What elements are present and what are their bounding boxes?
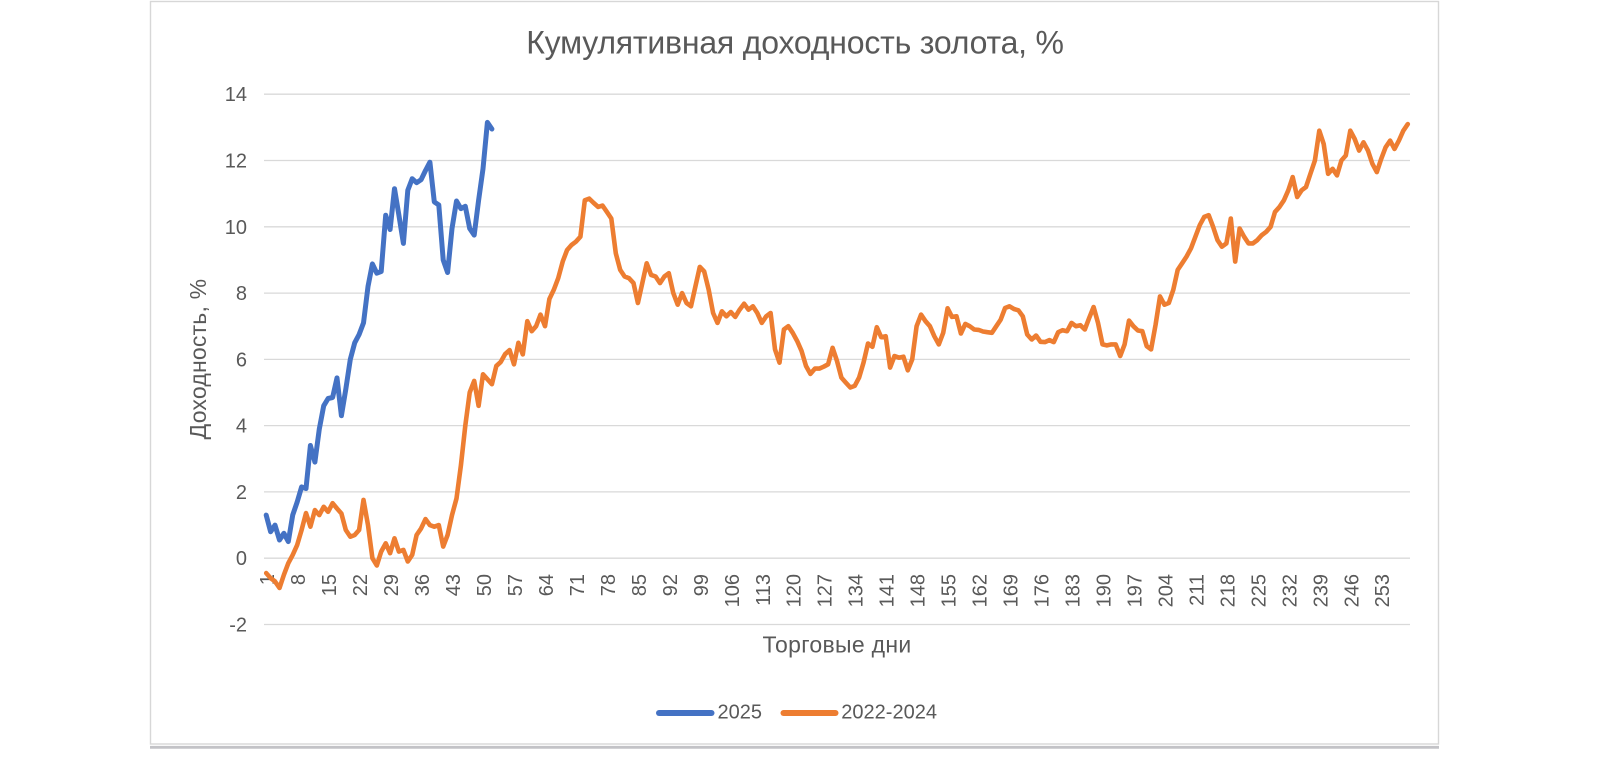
svg-text:211: 211 <box>1186 574 1208 606</box>
svg-text:134: 134 <box>846 574 868 607</box>
svg-text:29: 29 <box>381 574 403 596</box>
svg-text:12: 12 <box>225 151 247 173</box>
svg-text:106: 106 <box>722 574 744 607</box>
svg-text:-2: -2 <box>229 615 247 637</box>
svg-text:127: 127 <box>815 574 837 607</box>
svg-text:99: 99 <box>691 574 713 596</box>
svg-text:8: 8 <box>236 283 247 305</box>
svg-text:253: 253 <box>1372 574 1394 607</box>
svg-text:Доходность, %: Доходность, % <box>185 279 211 440</box>
svg-text:197: 197 <box>1124 574 1146 607</box>
svg-text:71: 71 <box>567 574 589 596</box>
svg-text:190: 190 <box>1094 574 1116 607</box>
svg-text:169: 169 <box>1001 574 1023 607</box>
svg-text:92: 92 <box>660 574 682 596</box>
svg-text:1: 1 <box>257 574 279 585</box>
svg-text:155: 155 <box>939 574 961 607</box>
svg-text:0: 0 <box>236 548 247 570</box>
svg-text:183: 183 <box>1063 574 1085 607</box>
svg-text:22: 22 <box>350 574 372 596</box>
svg-text:50: 50 <box>474 574 496 596</box>
svg-text:225: 225 <box>1248 574 1270 607</box>
svg-text:14: 14 <box>225 84 247 106</box>
svg-text:2: 2 <box>236 482 247 504</box>
svg-text:4: 4 <box>236 416 247 438</box>
svg-text:2025: 2025 <box>718 702 763 724</box>
svg-text:120: 120 <box>784 574 806 607</box>
svg-text:232: 232 <box>1279 574 1301 607</box>
svg-text:8: 8 <box>288 574 310 585</box>
svg-text:78: 78 <box>598 574 620 596</box>
svg-text:246: 246 <box>1341 574 1363 607</box>
svg-text:204: 204 <box>1155 574 1177 607</box>
svg-text:113: 113 <box>753 574 775 606</box>
svg-text:148: 148 <box>908 574 930 607</box>
svg-text:36: 36 <box>412 574 434 596</box>
svg-text:Кумулятивная доходность золота: Кумулятивная доходность золота, % <box>526 25 1064 61</box>
svg-text:2022-2024: 2022-2024 <box>841 702 937 724</box>
svg-text:218: 218 <box>1217 574 1239 607</box>
svg-text:141: 141 <box>877 574 899 607</box>
svg-text:85: 85 <box>629 574 651 596</box>
svg-text:239: 239 <box>1310 574 1332 607</box>
svg-text:15: 15 <box>319 574 341 596</box>
svg-text:64: 64 <box>536 574 558 596</box>
svg-text:176: 176 <box>1032 574 1054 607</box>
svg-text:162: 162 <box>970 574 992 607</box>
svg-text:Торговые дни: Торговые дни <box>762 632 911 658</box>
svg-text:43: 43 <box>443 574 465 596</box>
svg-text:57: 57 <box>505 574 527 596</box>
svg-text:10: 10 <box>225 217 247 239</box>
svg-text:6: 6 <box>236 349 247 371</box>
